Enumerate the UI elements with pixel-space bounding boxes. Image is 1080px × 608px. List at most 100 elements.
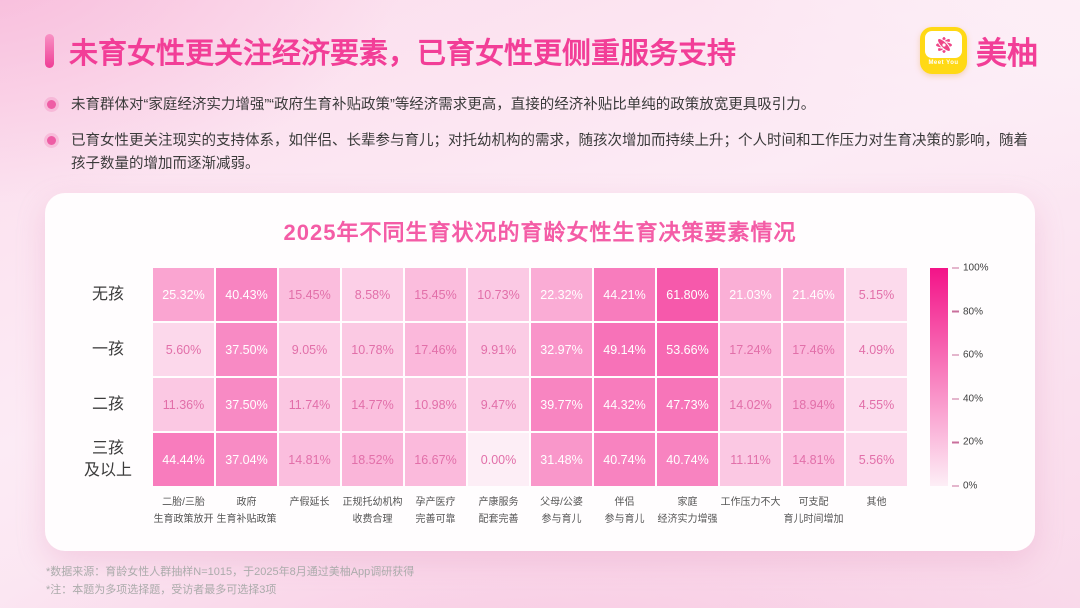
row-label: 一孩 bbox=[91, 340, 124, 358]
colorbar-tick: 20% bbox=[952, 437, 983, 448]
footnotes: *数据来源：育龄女性人群抽样N=1015，于2025年8月通过美柚App调研获得… bbox=[46, 563, 414, 599]
colorbar-tick: 60% bbox=[952, 350, 983, 361]
footnote-note: *注：本题为多项选择题，受访者最多可选择3项 bbox=[46, 584, 277, 597]
heatmap-cell: 11.11% bbox=[720, 433, 781, 486]
column-label: 父母/公婆 参与育儿 bbox=[540, 497, 583, 525]
chart-title: 2025年不同生育状况的育龄女性生育决策要素情况 bbox=[283, 220, 797, 245]
column-label: 伴侣 参与育儿 bbox=[604, 497, 645, 525]
heatmap-cell: 37.04% bbox=[216, 433, 277, 486]
heatmap-cell: 14.81% bbox=[783, 433, 844, 486]
heatmap-cell: 47.73% bbox=[657, 378, 718, 431]
heatmap-cell: 10.73% bbox=[468, 268, 529, 321]
column-label: 产假延长 bbox=[289, 497, 330, 508]
bullet-dot-icon bbox=[47, 100, 56, 109]
column-label: 二胎/三胎 生育政策放开 bbox=[153, 497, 214, 525]
colorbar-tick-label: 80% bbox=[963, 306, 984, 318]
heatmap-cell: 5.56% bbox=[846, 433, 907, 486]
column-label: 政府 生育补贴政策 bbox=[216, 497, 277, 525]
heatmap-cell: 10.78% bbox=[342, 323, 403, 376]
brand-logo: Meet You 美柚 bbox=[920, 27, 1038, 74]
bullet-text: 未育群体对“家庭经济实力增强”“政府生育补贴政策”等经济需求更高，直接的经济补贴… bbox=[71, 97, 816, 113]
heatmap-cell: 40.74% bbox=[657, 433, 718, 486]
heatmap-cell: 15.45% bbox=[405, 268, 466, 321]
summary-bullets: 未育群体对“家庭经济实力增强”“政府生育补贴政策”等经济需求更高，直接的经济补贴… bbox=[0, 74, 1080, 177]
heatmap-cell: 0.00% bbox=[468, 433, 529, 486]
heatmap-cell: 17.24% bbox=[720, 323, 781, 376]
row-label: 三孩 及以上 bbox=[83, 439, 132, 479]
heatmap-cell: 37.50% bbox=[216, 323, 277, 376]
column-label: 孕产医疗 完善可靠 bbox=[415, 497, 456, 525]
column-label: 工作压力不大 bbox=[720, 497, 781, 508]
logo-badge-text: Meet You bbox=[928, 60, 959, 66]
heatmap-cell: 4.09% bbox=[846, 323, 907, 376]
heatmap-cell: 18.52% bbox=[342, 433, 403, 486]
heatmap-cell: 21.03% bbox=[720, 268, 781, 321]
heatmap-cell: 31.48% bbox=[531, 433, 592, 486]
footnote-source: *数据来源：育龄女性人群抽样N=1015，于2025年8月通过美柚App调研获得 bbox=[46, 566, 415, 578]
colorbar-tick-dash bbox=[952, 354, 959, 356]
heatmap-cell: 61.80% bbox=[657, 268, 718, 321]
row-label: 无孩 bbox=[91, 285, 124, 303]
heatmap-cell: 15.45% bbox=[279, 268, 340, 321]
heatmap-grid: 无孩 25.32% 40.43% 15.45% 8.58% 15.45% 10.73% 22.… bbox=[65, 268, 907, 534]
app-icon: Meet You bbox=[920, 27, 967, 74]
heatmap-cell: 9.91% bbox=[468, 323, 529, 376]
heatmap-cell: 14.81% bbox=[279, 433, 340, 486]
column-label: 产康服务 配套完善 bbox=[478, 497, 519, 525]
colorbar-tick: 100% bbox=[952, 263, 989, 274]
bullet-dot-icon bbox=[47, 136, 56, 146]
colorbar-tick-dash bbox=[952, 485, 959, 487]
column-label-spacer bbox=[65, 488, 151, 534]
title-wrap: 未育女性更关注经济要素，已育女性更侧重服务支持 bbox=[45, 30, 736, 72]
heatmap-cell: 44.32% bbox=[594, 378, 655, 431]
colorbar-tick: 80% bbox=[952, 306, 983, 317]
bullet-item: 已育女性更关注现实的支持体系，如伴侣、长辈参与育儿；对托幼机构的需求，随孩次增加… bbox=[47, 130, 1035, 176]
heatmap-cell: 49.14% bbox=[594, 323, 655, 376]
heatmap-cell: 5.15% bbox=[846, 268, 907, 321]
heatmap-cell: 14.02% bbox=[720, 378, 781, 431]
brand-name: 美柚 bbox=[976, 36, 1038, 71]
heatmap-cell: 44.44% bbox=[153, 433, 214, 486]
colorbar-tick: 40% bbox=[952, 393, 983, 404]
colorbar-tick-dash bbox=[952, 267, 959, 269]
colorbar-tick-label: 40% bbox=[963, 393, 984, 405]
colorbar: 100% 80% 60% 40% 20% 0% bbox=[930, 263, 1020, 492]
column-label: 可支配 育儿时间增加 bbox=[783, 497, 844, 525]
colorbar-tick-label: 0% bbox=[963, 480, 978, 492]
heatmap-cell: 18.94% bbox=[783, 378, 844, 431]
heatmap-cell: 16.67% bbox=[405, 433, 466, 486]
heatmap-cell: 22.32% bbox=[531, 268, 592, 321]
heatmap-cell: 21.46% bbox=[783, 268, 844, 321]
heatmap-cell: 17.46% bbox=[783, 323, 844, 376]
heatmap-cell: 8.58% bbox=[342, 268, 403, 321]
colorbar-gradient bbox=[930, 268, 948, 486]
column-label: 家庭 经济实力增强 bbox=[657, 497, 718, 525]
heatmap-cell: 44.21% bbox=[594, 268, 655, 321]
heatmap-cell: 53.66% bbox=[657, 323, 718, 376]
colorbar-tick-label: 60% bbox=[963, 349, 984, 361]
heatmap-cell: 10.98% bbox=[405, 378, 466, 431]
header: 未育女性更关注经济要素，已育女性更侧重服务支持 Meet You 美柚 bbox=[0, 0, 1080, 74]
heatmap-cell: 25.32% bbox=[153, 268, 214, 321]
row-label: 二孩 bbox=[91, 395, 124, 413]
heatmap-cell: 11.36% bbox=[153, 378, 214, 431]
heatmap-cell: 9.47% bbox=[468, 378, 529, 431]
heatmap-cell: 32.97% bbox=[531, 323, 592, 376]
colorbar-tick: 0% bbox=[952, 481, 977, 492]
colorbar-tick-label: 100% bbox=[963, 262, 989, 274]
heatmap-cell: 14.77% bbox=[342, 378, 403, 431]
pomelo-flower-icon bbox=[925, 31, 962, 58]
heatmap-cell: 4.55% bbox=[846, 378, 907, 431]
column-label: 正规托幼机构 收费合理 bbox=[342, 497, 403, 525]
heatmap-cell: 39.77% bbox=[531, 378, 592, 431]
title-accent-bar bbox=[45, 33, 54, 68]
heatmap-cell: 11.74% bbox=[279, 378, 340, 431]
page-title: 未育女性更关注经济要素，已育女性更侧重服务支持 bbox=[69, 37, 737, 70]
bullet-text: 已育女性更关注现实的支持体系，如伴侣、长辈参与育儿；对托幼机构的需求，随孩次增加… bbox=[71, 133, 1028, 173]
colorbar-tick-label: 20% bbox=[963, 436, 984, 448]
heatmap-cell: 40.74% bbox=[594, 433, 655, 486]
colorbar-tick-dash bbox=[952, 310, 959, 313]
column-label: 其他 bbox=[866, 497, 887, 508]
heatmap-cell: 40.43% bbox=[216, 268, 277, 321]
